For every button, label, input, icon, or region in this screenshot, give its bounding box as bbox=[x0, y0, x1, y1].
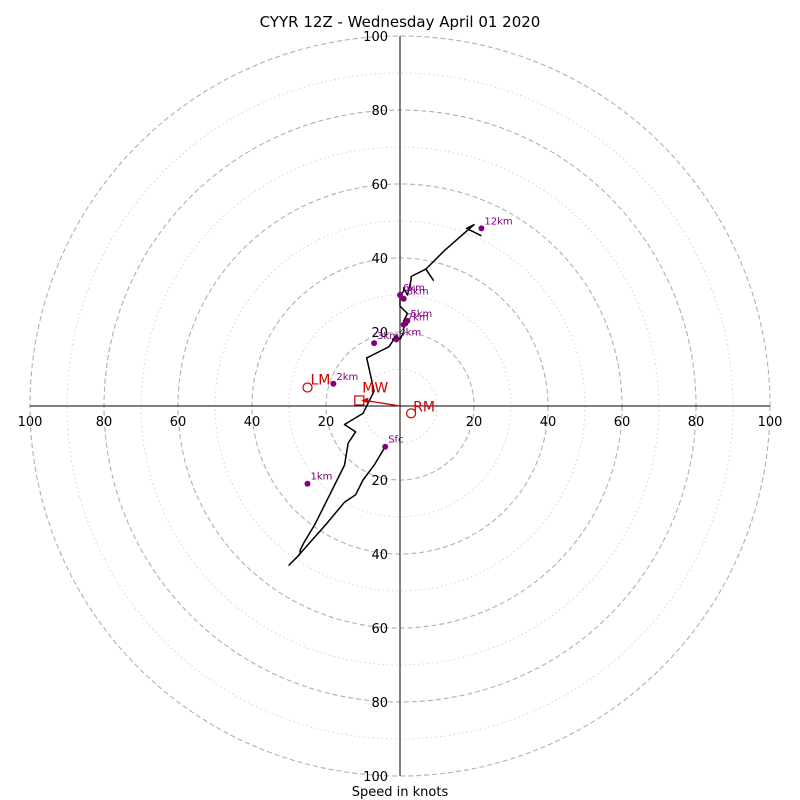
height-marker-2km bbox=[330, 380, 337, 387]
height-label-Sfc: Sfc bbox=[388, 435, 403, 446]
height-label-2km: 2km bbox=[336, 372, 358, 383]
x-tick-left-100: 100 bbox=[18, 415, 43, 430]
y-tick-top-100: 100 bbox=[363, 30, 388, 45]
rm-label: RM bbox=[413, 399, 435, 415]
y-tick-top-60: 60 bbox=[371, 178, 388, 193]
height-marker-Sfc bbox=[382, 443, 389, 450]
height-marker-7km bbox=[400, 321, 407, 328]
height-label-4km: 4km bbox=[399, 327, 421, 338]
tick-labels: 100 100 80 80 60 60 40 40 20 20 20 20 40 40 60 60 80 80 10… bbox=[18, 30, 783, 785]
wind-trace-line bbox=[288, 223, 482, 566]
x-tick-left-40: 40 bbox=[244, 415, 261, 430]
mw-arrow-head bbox=[361, 397, 369, 404]
height-marker-5km bbox=[404, 317, 411, 324]
y-tick-top-20: 20 bbox=[371, 326, 388, 341]
storm-motion: LM MW RM bbox=[302, 373, 435, 419]
wind-trace bbox=[288, 223, 482, 566]
y-tick-bottom-100: 100 bbox=[363, 770, 388, 785]
lm-marker bbox=[302, 382, 313, 393]
x-tick-right-80: 80 bbox=[688, 415, 705, 430]
height-label-8km: 8km bbox=[407, 287, 429, 298]
y-tick-bottom-80: 80 bbox=[371, 696, 388, 711]
x-tick-right-100: 100 bbox=[758, 415, 783, 430]
chart-title: CYYR 12Z - Wednesday April 01 2020 bbox=[260, 13, 541, 31]
x-tick-left-60: 60 bbox=[170, 415, 187, 430]
y-tick-bottom-60: 60 bbox=[371, 622, 388, 637]
height-label-7km: 7km bbox=[407, 313, 429, 324]
rm-marker bbox=[406, 408, 417, 419]
height-label-12km: 12km bbox=[484, 216, 512, 227]
lm-label: LM bbox=[311, 373, 331, 389]
height-label-3km: 3km bbox=[377, 331, 399, 342]
mw-arrow-shaft bbox=[365, 399, 401, 407]
height-label-5km: 5km bbox=[410, 309, 432, 320]
height-markers: Sfc 1km 2km 3km 4km 5km 6km 7km 8km 12km bbox=[304, 216, 513, 487]
y-tick-bottom-20: 20 bbox=[371, 474, 388, 489]
x-axis-label: Speed in knots bbox=[352, 785, 449, 800]
height-marker-4km bbox=[393, 336, 400, 343]
mw-label: MW bbox=[362, 380, 388, 396]
height-marker-12km bbox=[478, 225, 485, 232]
height-marker-3km bbox=[371, 340, 378, 347]
x-tick-right-60: 60 bbox=[614, 415, 631, 430]
x-tick-right-20: 20 bbox=[466, 415, 483, 430]
x-tick-right-40: 40 bbox=[540, 415, 557, 430]
y-tick-top-40: 40 bbox=[371, 252, 388, 267]
y-tick-top-80: 80 bbox=[371, 104, 388, 119]
x-tick-left-80: 80 bbox=[96, 415, 113, 430]
height-marker-1km bbox=[304, 480, 311, 487]
height-label-1km: 1km bbox=[311, 472, 333, 483]
height-label-6km: 6km bbox=[403, 283, 425, 294]
x-tick-left-20: 20 bbox=[318, 415, 335, 430]
height-marker-8km bbox=[400, 295, 407, 302]
y-tick-bottom-40: 40 bbox=[371, 548, 388, 563]
height-marker-6km bbox=[397, 292, 403, 298]
